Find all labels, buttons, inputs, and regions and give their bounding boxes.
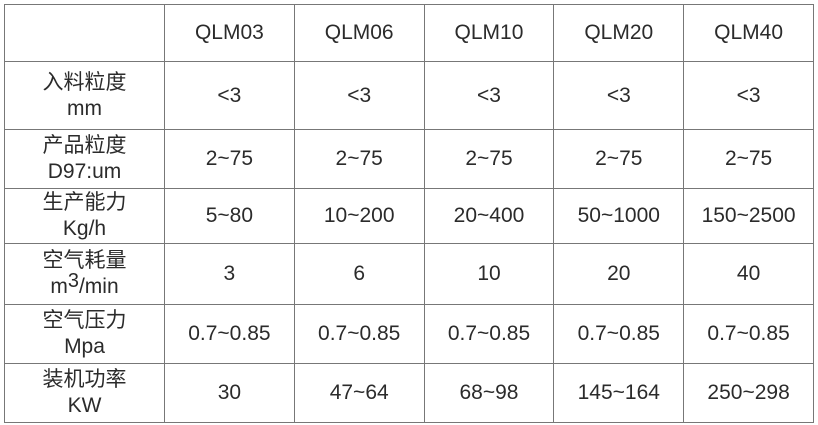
- table-row: 空气耗量 m3/min 3 6 10 20 40: [4, 243, 814, 305]
- value-cell: 47~64: [293, 363, 425, 423]
- column-header: QLM20: [553, 4, 685, 62]
- row-unit: KW: [67, 394, 102, 417]
- value-cell: 0.7~0.85: [553, 304, 685, 364]
- value-cell: 40: [683, 243, 814, 305]
- row-name: 生产能力: [42, 191, 127, 214]
- row-unit: D97:um: [47, 160, 122, 183]
- value-cell: 20: [553, 243, 685, 305]
- value-cell: 0.7~0.85: [293, 304, 425, 364]
- table-row: 装机功率 KW 30 47~64 68~98 145~164 250~298: [4, 363, 814, 423]
- row-name: 空气压力: [42, 309, 127, 332]
- table-row: 生产能力 Kg/h 5~80 10~200 20~400 50~1000 150~2500: [4, 188, 814, 244]
- row-label: 空气耗量 m3/min: [4, 243, 165, 305]
- value-cell: 2~75: [164, 129, 295, 189]
- value-cell: 5~80: [164, 188, 295, 244]
- value-cell: 10: [423, 243, 555, 305]
- row-unit: Kg/h: [62, 217, 107, 240]
- row-label: 入料粒度 mm: [4, 61, 165, 130]
- column-header: QLM03: [164, 4, 295, 62]
- value-cell: 50~1000: [553, 188, 685, 244]
- value-cell: <3: [553, 61, 685, 130]
- value-cell: <3: [293, 61, 425, 130]
- table-body: 入料粒度 mm <3 <3 <3 <3 <3 产品粒度 D97:um 2~75 2~75 2~75 2~…: [4, 61, 814, 423]
- value-cell: <3: [423, 61, 555, 130]
- value-cell: 3: [164, 243, 295, 305]
- value-cell: 30: [164, 363, 295, 423]
- row-label: 生产能力 Kg/h: [4, 188, 165, 244]
- column-header: QLM10: [423, 4, 555, 62]
- table-row: 空气压力 Mpa 0.7~0.85 0.7~0.85 0.7~0.85 0.7~0.85 0…: [4, 304, 814, 364]
- corner-cell: [4, 4, 165, 62]
- value-cell: 68~98: [423, 363, 555, 423]
- value-cell: 10~200: [293, 188, 425, 244]
- value-cell: 2~75: [553, 129, 685, 189]
- row-unit: m3/min: [50, 270, 119, 298]
- column-header: QLM40: [683, 4, 814, 62]
- value-cell: 2~75: [423, 129, 555, 189]
- row-name: 装机功率: [42, 368, 127, 391]
- header-row: QLM03 QLM06 QLM10 QLM20 QLM40: [4, 4, 814, 62]
- value-cell: 2~75: [683, 129, 814, 189]
- row-unit: Mpa: [64, 335, 105, 358]
- row-label: 产品粒度 D97:um: [4, 129, 165, 189]
- table-row: 产品粒度 D97:um 2~75 2~75 2~75 2~75 2~75: [4, 129, 814, 189]
- row-name: 产品粒度: [42, 134, 127, 157]
- row-name: 入料粒度: [42, 70, 127, 94]
- value-cell: <3: [164, 61, 295, 130]
- table-row: 入料粒度 mm <3 <3 <3 <3 <3: [4, 61, 814, 130]
- spec-table: QLM03 QLM06 QLM10 QLM20 QLM40 入料粒度 mm <3 <3 <3 <3…: [4, 4, 814, 423]
- value-cell: 2~75: [293, 129, 425, 189]
- value-cell: 145~164: [553, 363, 685, 423]
- value-cell: 250~298: [683, 363, 814, 423]
- row-unit: mm: [67, 96, 102, 120]
- superscript: 3: [67, 270, 79, 293]
- value-cell: 0.7~0.85: [423, 304, 555, 364]
- value-cell: <3: [683, 61, 814, 130]
- column-header: QLM06: [293, 4, 425, 62]
- value-cell: 0.7~0.85: [164, 304, 295, 364]
- row-label: 空气压力 Mpa: [4, 304, 165, 364]
- value-cell: 20~400: [423, 188, 555, 244]
- value-cell: 150~2500: [683, 188, 814, 244]
- row-name: 空气耗量: [42, 249, 127, 272]
- row-label: 装机功率 KW: [4, 363, 165, 423]
- value-cell: 0.7~0.85: [683, 304, 814, 364]
- value-cell: 6: [293, 243, 425, 305]
